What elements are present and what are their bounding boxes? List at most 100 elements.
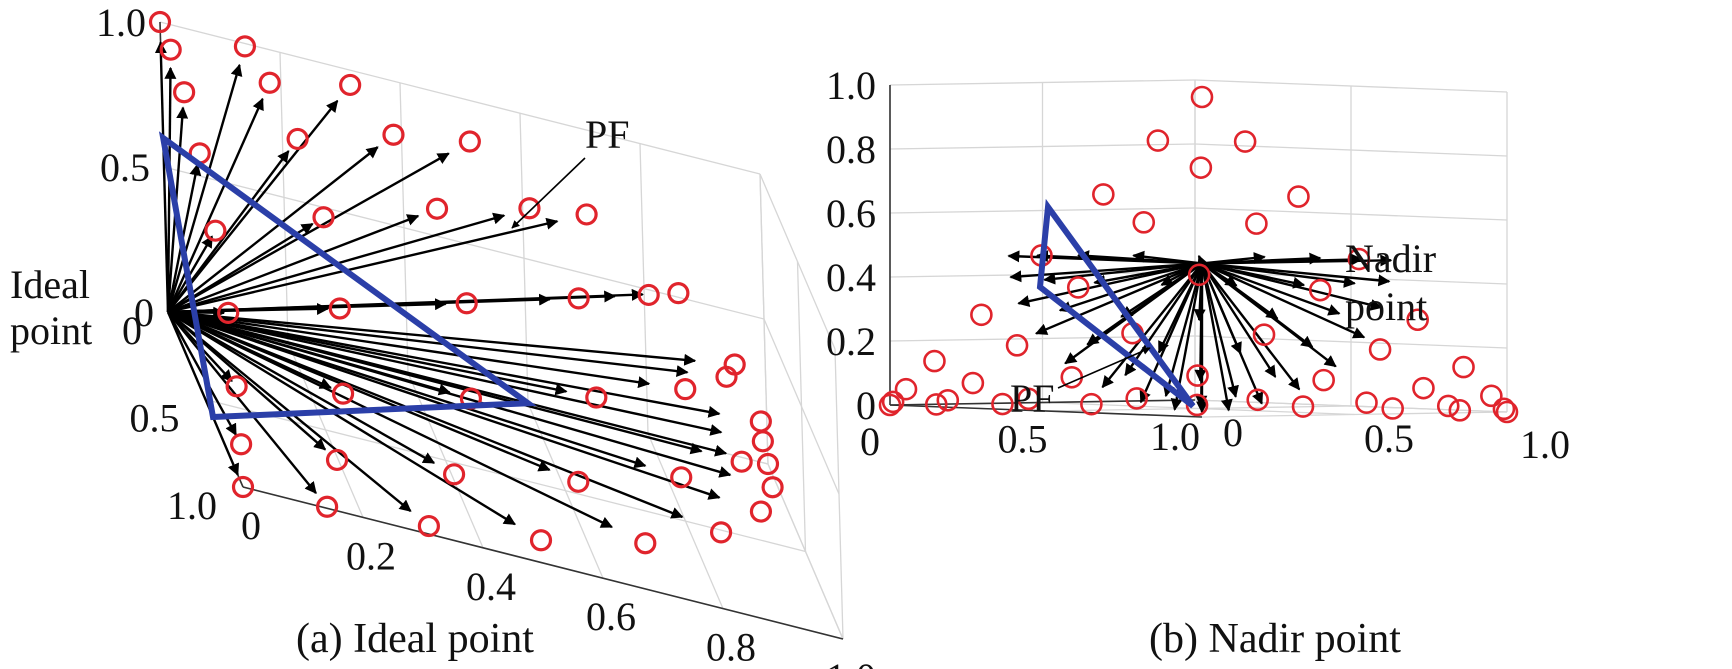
panel-b-solution-point — [1308, 278, 1332, 302]
panel-b-solution-point — [1190, 85, 1214, 109]
panel-b-solution-point — [881, 390, 905, 414]
panel-a-solution-point — [231, 475, 255, 499]
panel-a-solution-point — [230, 433, 253, 456]
panel-b-solution-point — [936, 388, 960, 412]
panel-a-y-tick-label: 0 — [122, 308, 142, 353]
panel-a-weight-vector — [154, 41, 170, 313]
panel-a-solution-point — [667, 282, 690, 305]
panel-a-solution-point — [709, 521, 733, 544]
panel-b-solution-point — [924, 393, 948, 416]
panel-a-x-tick-label: 0 — [241, 503, 261, 548]
panel-a-z-tick-label: 0 — [134, 290, 154, 335]
panel-a-pareto-front-triangle — [158, 131, 537, 421]
panel-a-solution-point — [674, 378, 697, 401]
panel-b-gridline — [1194, 143, 1508, 157]
panel-b-weight-vectors — [1007, 250, 1393, 414]
panel-b-solution-point — [1381, 397, 1404, 420]
panel-b-weight-vector — [1035, 262, 1203, 335]
panel-a-weight-vector — [167, 310, 728, 457]
panel-b-nadir-point: 0 0.2 0.4 0.6 0.8 1.0 0 0.5 1.0 0 0.5 1.0 Nadir poi… — [826, 63, 1570, 662]
panel-b-solution-point — [991, 392, 1014, 416]
panel-a-solution-point — [567, 287, 590, 310]
panel-b-weight-vector — [1043, 262, 1203, 285]
panel-a-y-tick-label: 0.5 — [130, 396, 180, 441]
panel-b-gridline — [889, 143, 1196, 150]
panel-a-solution-point — [417, 514, 440, 538]
panel-a-gridline — [759, 173, 836, 350]
panel-b-weight-vector — [1201, 262, 1383, 311]
panel-a-x-tick-label: 0.6 — [586, 594, 636, 639]
panel-b-solution-point — [1452, 355, 1475, 379]
panel-b-solution-point — [1492, 397, 1516, 421]
panel-b-weight-vector — [1124, 262, 1203, 377]
panel-a-solution-point — [518, 197, 541, 220]
panel-b-x-tick-label: 0.5 — [998, 417, 1048, 462]
panel-a-solution-point — [425, 197, 449, 220]
panel-b-weight-vector — [1201, 262, 1366, 339]
panel-a-solution-point — [529, 529, 553, 552]
panel-b-solution-point — [878, 393, 902, 417]
panel-a-weight-vector — [167, 288, 644, 314]
panel-a-solution-point — [286, 127, 309, 151]
panel-a-ideal-point: 0 0.2 0.4 0.6 0.8 1.0 0 0.5 1.0 0 0.5 1.0 Ideal poi… — [10, 0, 876, 669]
panel-b-solution-point — [1005, 334, 1029, 357]
panel-a-solution-point — [756, 452, 780, 476]
panel-a-pf-pointer — [511, 157, 586, 229]
panel-b-z-tick-label: 0 — [856, 383, 876, 428]
panel-a-weight-vector — [167, 310, 516, 526]
panel-b-solution-point — [1146, 129, 1170, 152]
panel-b-solution-point — [1246, 388, 1269, 412]
panel-a-solution-point — [575, 203, 598, 226]
panel-a-weight-vector — [164, 66, 177, 313]
panel-a-solution-point — [670, 466, 693, 489]
panel-b-weight-vector — [1200, 263, 1233, 412]
panel-b-weight-vector — [1201, 262, 1341, 316]
panel-a-weight-vector — [166, 311, 240, 476]
panel-b-weight-vector — [1193, 263, 1206, 322]
panel-b-solution-point — [923, 349, 946, 373]
panel-b-solution-point — [1448, 399, 1472, 422]
panel-b-solution-point — [1436, 394, 1460, 418]
panel-a-weight-vector — [167, 311, 317, 495]
panel-a-solution-point — [233, 35, 257, 58]
panel-b-solution-point — [1412, 376, 1435, 400]
panel-b-y-tick-label: 0 — [1223, 410, 1243, 455]
panel-b-solution-point — [1132, 211, 1156, 234]
panel-a-x-axis — [242, 486, 844, 640]
panel-b-solution-point — [1187, 263, 1211, 287]
panel-b-weight-vector — [1201, 254, 1393, 267]
panel-a-weight-vector — [167, 310, 721, 418]
panel-a-solution-point — [258, 71, 281, 94]
panel-a-y-tick-label: 1.0 — [167, 483, 217, 528]
panel-b-solution-point — [1186, 364, 1209, 387]
panel-b-solution-point — [1368, 338, 1392, 361]
panel-b-gridline — [889, 207, 1196, 214]
panel-a-weight-vector — [167, 310, 613, 529]
panel-b-solution-point — [1125, 387, 1148, 410]
panel-a-x-tick-label: 1.0 — [826, 655, 876, 669]
panel-b-gridline — [1045, 405, 1352, 412]
panel-a-solution-point — [458, 130, 481, 153]
panel-b-solution-point — [1480, 384, 1503, 408]
panel-a-weight-vector — [167, 310, 732, 478]
panel-a-solution-point — [312, 206, 335, 229]
panel-a-solution-point — [723, 353, 746, 376]
panel-a-weight-vector — [167, 217, 559, 314]
panel-a-solution-point — [328, 297, 351, 320]
panel-a-pareto-front — [158, 131, 537, 421]
panel-b-z-tick-label: 1.0 — [826, 63, 876, 108]
panel-a-weight-vector — [167, 214, 420, 314]
panel-a-solution-point — [204, 219, 227, 242]
panel-b-weight-vector — [1101, 262, 1203, 389]
panel-a-solution-point — [225, 375, 248, 398]
panel-b-gridline — [1201, 411, 1508, 418]
panel-b-z-tick-label: 0.4 — [826, 255, 876, 300]
panel-b-gridline — [1194, 79, 1508, 93]
panel-b-solution-point — [1080, 392, 1103, 416]
panel-b-solution-point — [894, 377, 918, 401]
panel-a-ideal-point-label-line2: point — [10, 308, 92, 353]
panel-a-solution-point — [217, 301, 240, 324]
panel-b-z-tick-label: 0.2 — [826, 319, 876, 364]
panel-b-weight-vector — [1201, 262, 1301, 391]
panel-a-solution-point — [730, 450, 753, 473]
